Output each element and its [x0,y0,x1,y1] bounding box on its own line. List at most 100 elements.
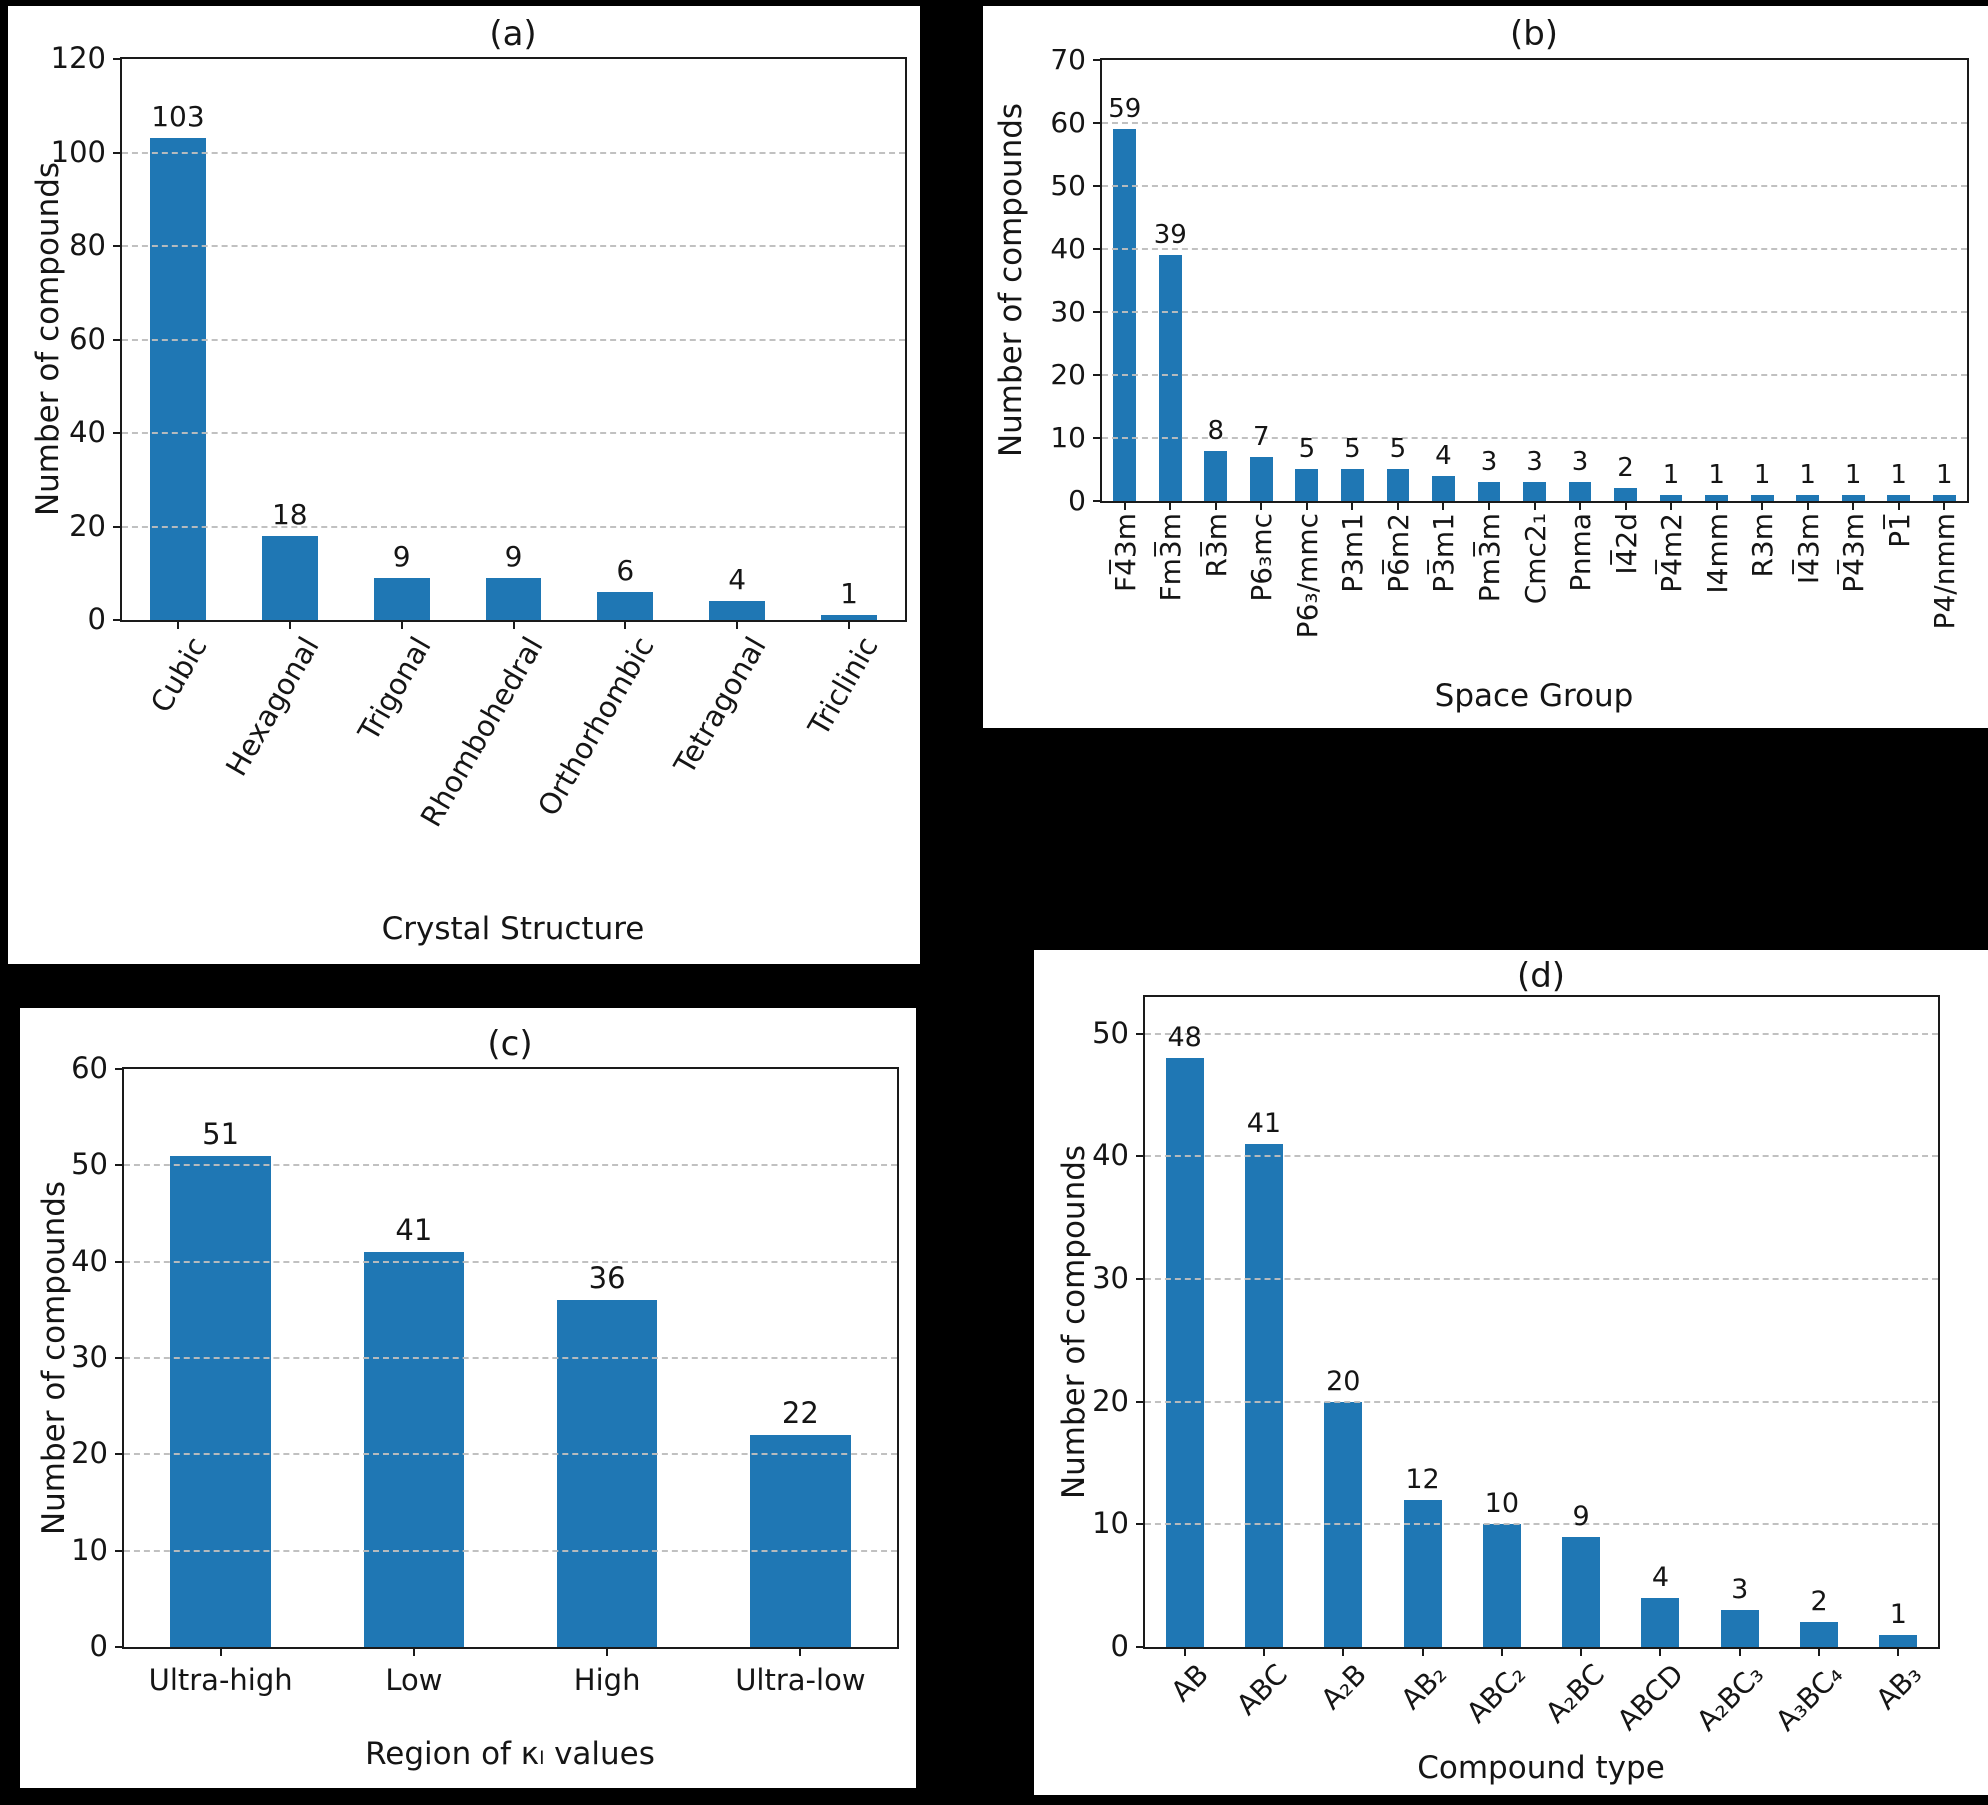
x-tick-label: P4̅m2 [1655,513,1689,593]
x-tick-mark [288,620,291,629]
bar-value-label: 4 [1435,441,1452,471]
y-tick-label: 30 [71,1340,108,1375]
gridline-y20 [1145,1401,1938,1403]
bar-Low [363,1252,465,1647]
panel-b-plot-area: 59 F4̅3m 39 Fm3̅m 8 R3̅m 7 P6₃mc 5 P6₃/mmc 5 P3m1 5 P… [1050,43,1969,638]
gridline-y30 [1145,1278,1938,1280]
y-tick-label: 100 [50,135,106,170]
y-tick-mark [1093,185,1102,187]
x-tick-label: Ultra-low [735,1663,866,1697]
y-tick-mark [115,1357,124,1359]
x-tick-mark [1351,501,1354,510]
bar-Triclinic [821,615,878,620]
bar-ABCD [1641,1598,1680,1647]
x-tick-mark [1396,501,1399,510]
y-tick-label: 50 [1050,168,1086,202]
x-tick-label: Pnma [1564,513,1598,592]
bar-value-label: 1 [840,577,858,610]
bar-value-label: 20 [1326,1366,1361,1397]
x-tick-mark [1533,501,1536,510]
y-tick-label: 0 [89,1629,108,1664]
bar-Rhombohedral [485,578,542,620]
panel-d-y-axis-label: Number of compounds [1056,1144,1092,1500]
x-tick-mark [1715,501,1718,510]
gridline-y10 [1102,437,1967,439]
x-tick-mark [1659,1647,1662,1656]
bar-Pm3̅m [1477,482,1501,501]
x-tick-mark [1761,501,1764,510]
gridline-y40 [124,1261,897,1263]
x-tick-label: Ultra-high [148,1663,293,1697]
y-tick-mark [1136,1155,1145,1157]
x-tick-mark [176,620,179,629]
y-tick-label: 10 [71,1533,108,1568]
x-tick-mark [1943,501,1946,510]
gridline-y50 [1145,1033,1938,1035]
y-tick-label: 60 [1050,105,1086,139]
bar-Cubic [149,138,206,620]
bar-value-label: 3 [1731,1574,1749,1605]
bar-value-label: 1 [1753,460,1771,490]
y-tick-mark [113,58,122,60]
x-tick-mark [512,620,515,629]
bar-value-label: 103 [151,100,205,133]
bar-P4̅m2 [1659,495,1683,501]
panel-a-x-axis-label: Crystal Structure [381,911,645,947]
x-tick-mark [1897,1647,1900,1656]
x-tick-mark [1442,501,1445,510]
bar-Orthorhombic [597,592,654,620]
bar-I4̅3m [1796,495,1820,501]
gridline-y40 [1145,1155,1938,1157]
y-tick-label: 20 [69,509,106,544]
bar-R3̅m [1204,451,1228,501]
x-tick-label: P4̅3m [1837,513,1871,593]
gridline-y100 [122,152,905,154]
x-tick-label: I4̅3m [1791,513,1825,585]
y-tick-label: 60 [71,1051,108,1086]
x-tick-label: R3m [1746,513,1780,578]
y-tick-mark [115,1453,124,1455]
bar-value-label: 41 [395,1213,433,1247]
x-tick-mark [1818,1647,1821,1656]
bar-value-label: 51 [202,1117,240,1151]
x-tick-mark [1262,1647,1265,1656]
bar-value-label: 1 [1935,460,1953,490]
bar-F4̅3m [1113,129,1137,501]
bar-value-label: 5 [1389,434,1407,464]
y-tick-label: 30 [1050,294,1086,328]
panel-c-x-axis-label: Region of κₗ values [365,1736,655,1772]
y-tick-label: 60 [69,322,106,357]
panel-c-title: (c) [487,1024,533,1064]
bar-Tetragonal [709,601,766,620]
y-tick-label: 40 [1092,1138,1129,1173]
y-tick-mark [115,1261,124,1263]
bar-P6₃/mmc [1295,469,1319,501]
x-tick-label: P6̅m2 [1381,513,1415,593]
gridline-y20 [1102,374,1967,376]
x-tick-mark [1421,1647,1424,1656]
y-tick-label: 70 [1050,42,1086,76]
y-tick-mark [1093,500,1102,502]
x-tick-mark [400,620,403,629]
panel-d-plot-area: 48 AB 41 ABC 20 A₂B 12 AB₂ 10 ABC₂ 9 A₂BC 4 ABCD 3 A₂BC… [1092,995,1940,1737]
x-tick-label: P1̅ [1882,513,1916,548]
y-tick-label: 0 [87,602,106,637]
bar-Ultra-low [750,1435,851,1647]
y-tick-mark [1093,437,1102,439]
bar-value-label: 7 [1253,422,1270,452]
bar-value-label: 10 [1484,1488,1520,1519]
x-tick-label: Low [385,1663,443,1697]
x-tick-label: P6₃mc [1245,513,1279,602]
y-tick-mark [115,1068,124,1070]
y-tick-mark [1136,1401,1145,1403]
bar-P1̅ [1887,495,1911,501]
bar-A₃BC₄ [1800,1622,1839,1647]
x-tick-mark [1487,501,1490,510]
bar-value-label: 4 [728,563,747,596]
bar-value-label: 9 [392,540,411,573]
panel-d-title: (d) [1516,956,1566,996]
y-tick-mark [1093,59,1102,61]
bar-value-label: 3 [1571,447,1589,477]
bar-A₂BC [1562,1537,1601,1647]
